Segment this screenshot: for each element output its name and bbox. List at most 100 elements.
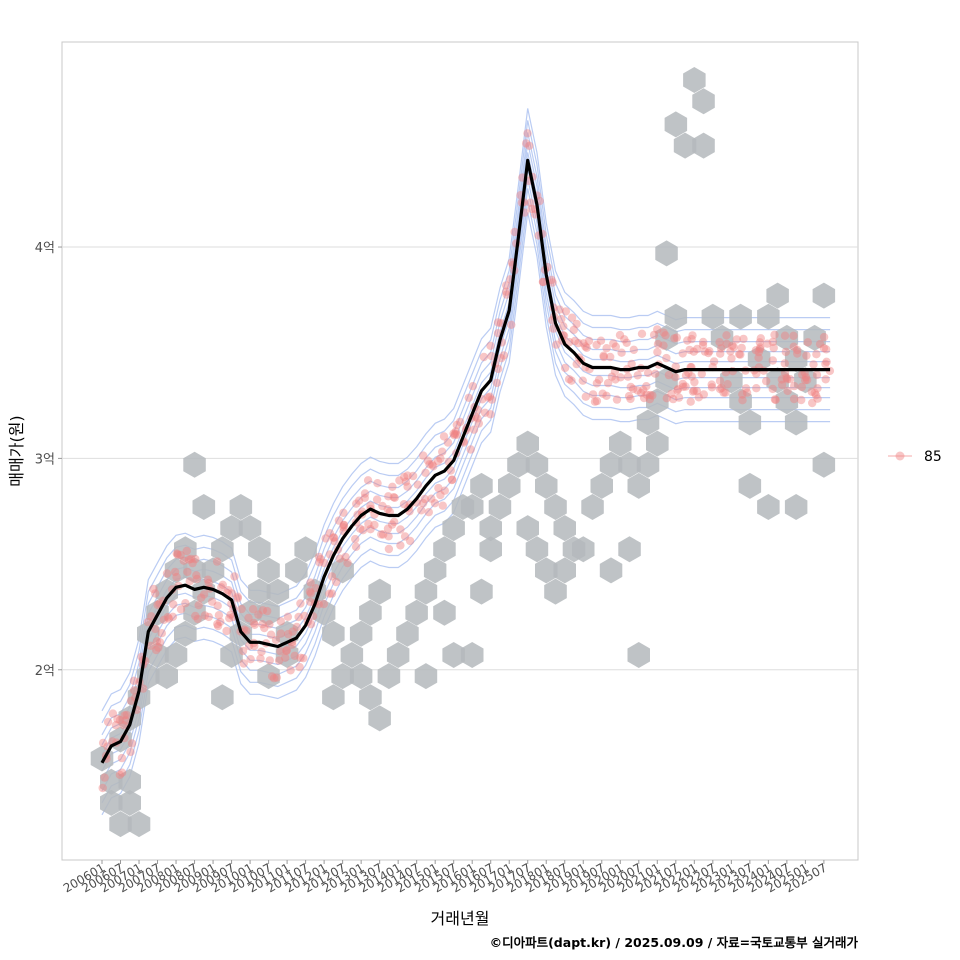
transaction-point	[250, 620, 259, 629]
hexbin	[766, 282, 789, 309]
transaction-point	[276, 647, 285, 656]
transaction-point	[226, 610, 235, 619]
transaction-point	[809, 360, 818, 369]
transaction-point	[502, 281, 511, 290]
transaction-point	[793, 349, 802, 358]
hexbin	[257, 663, 280, 690]
density-contour	[101, 152, 831, 756]
transaction-point	[539, 277, 548, 287]
transaction-point	[331, 577, 341, 587]
transaction-point	[812, 350, 821, 359]
transaction-point	[266, 630, 276, 639]
hexbin	[488, 494, 512, 520]
hexbin	[164, 642, 188, 668]
transaction-point	[789, 331, 798, 340]
transaction-point	[351, 542, 361, 551]
hexbin	[775, 388, 799, 415]
transaction-point	[611, 342, 620, 351]
transaction-point	[464, 393, 473, 402]
transaction-point	[233, 592, 242, 601]
transaction-point	[648, 391, 657, 400]
transaction-point	[722, 339, 731, 349]
hexbin	[192, 494, 216, 520]
transaction-point	[314, 552, 324, 562]
transaction-point	[438, 501, 447, 510]
hexbin	[535, 472, 558, 499]
hexbin	[322, 684, 345, 711]
transaction-point	[286, 666, 295, 675]
transaction-point	[430, 499, 440, 508]
transaction-point	[579, 339, 588, 348]
hexbin	[525, 536, 549, 563]
hexbin	[100, 768, 123, 795]
hexbin	[368, 578, 391, 605]
transaction-point	[662, 394, 671, 403]
transaction-point	[233, 594, 242, 603]
transaction-point	[479, 352, 489, 362]
transaction-point	[624, 391, 634, 401]
transaction-point	[741, 384, 751, 393]
transaction-point	[633, 386, 642, 395]
transaction-point	[752, 369, 761, 378]
transaction-point	[645, 395, 654, 404]
transaction-point	[692, 344, 702, 354]
transaction-point	[651, 369, 660, 378]
hexbin	[257, 599, 280, 626]
transaction-point	[578, 376, 587, 385]
transaction-point	[271, 635, 281, 645]
transaction-point	[466, 445, 475, 454]
transaction-point	[115, 770, 125, 779]
transaction-point	[256, 654, 265, 663]
hexbin	[183, 451, 206, 478]
transaction-point	[449, 429, 458, 438]
hexbin	[386, 642, 410, 668]
transaction-point	[213, 619, 222, 629]
transaction-point	[756, 334, 765, 343]
hexbin	[618, 536, 641, 563]
transaction-point	[681, 371, 691, 380]
transaction-point	[637, 388, 646, 398]
transaction-point	[164, 614, 174, 623]
hexbin	[460, 494, 484, 520]
transaction-point	[567, 376, 576, 385]
transaction-point	[623, 372, 633, 381]
transaction-point	[306, 589, 316, 598]
hexbin	[655, 240, 678, 267]
transaction-point	[819, 332, 829, 342]
transaction-point	[276, 617, 285, 626]
transaction-point	[499, 351, 509, 360]
transaction-point	[592, 379, 602, 388]
hexbin	[118, 768, 141, 795]
transaction-point	[162, 569, 172, 578]
transaction-point	[440, 486, 449, 495]
transaction-point	[153, 600, 162, 610]
hexbin	[442, 515, 465, 542]
transaction-point	[319, 599, 328, 609]
transaction-point	[739, 334, 748, 344]
hexbin	[460, 642, 484, 668]
transaction-point	[396, 525, 405, 534]
y-tick-label: 2억	[35, 664, 55, 679]
hexbin	[636, 451, 660, 478]
transaction-point	[653, 347, 662, 357]
transaction-point	[719, 388, 728, 397]
hexbin	[405, 599, 428, 626]
transaction-point	[384, 532, 393, 541]
transaction-point	[284, 629, 293, 639]
transaction-point	[438, 447, 447, 456]
transaction-point	[421, 468, 430, 477]
transaction-point	[699, 337, 708, 347]
hexbin	[349, 620, 373, 647]
transaction-point	[661, 331, 670, 340]
transaction-point	[390, 517, 399, 526]
legend: 85	[888, 449, 942, 465]
transaction-point	[172, 572, 181, 582]
transaction-point	[484, 393, 493, 402]
transaction-point	[633, 371, 642, 380]
y-tick-label: 4억	[35, 241, 55, 256]
hexbin	[544, 578, 567, 605]
hexbin	[238, 599, 262, 626]
hexbin	[553, 557, 576, 584]
transaction-point	[700, 347, 710, 356]
hexbin	[127, 811, 151, 838]
